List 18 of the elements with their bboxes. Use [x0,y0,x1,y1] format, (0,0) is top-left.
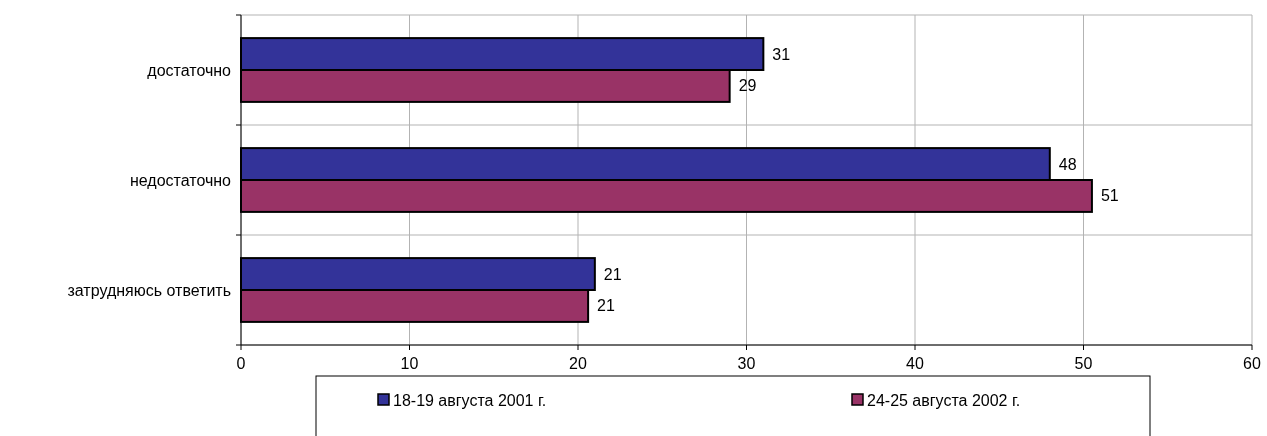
x-tick-label: 10 [400,355,419,372]
x-tick-label: 30 [737,355,756,372]
data-label: 48 [1058,155,1077,173]
data-label: 31 [772,45,791,63]
data-label: 21 [597,297,616,315]
legend-label: 18-19 августа 2001 г. [393,391,547,409]
y-tick-label: затрудняюсь ответить [67,281,231,299]
x-tick-label: 60 [1243,355,1261,372]
x-tick-label: 20 [569,355,587,372]
y-tick-label: недостаточно [129,171,232,189]
data-label: 21 [603,265,622,283]
x-tick-label: 40 [906,355,924,372]
legend-label: 24-25 августа 2002 г. [867,391,1021,409]
y-tick-label: достаточно [147,61,232,79]
data-label: 51 [1100,187,1119,205]
data-label: 29 [738,77,757,95]
x-tick-label: 50 [1074,355,1093,372]
x-tick-label: 0 [236,355,246,372]
